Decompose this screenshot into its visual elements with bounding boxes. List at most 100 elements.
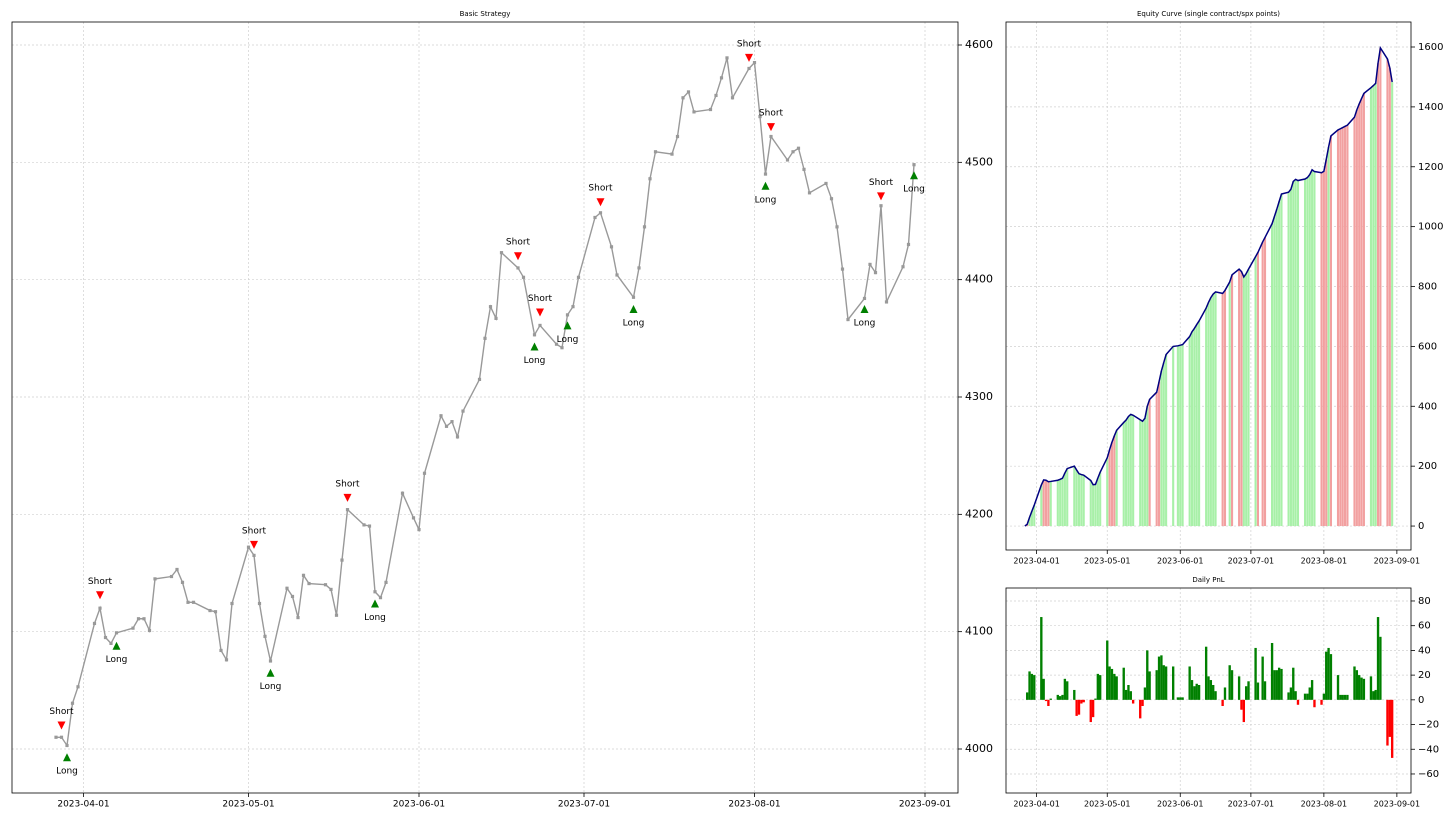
price-point [246, 545, 251, 549]
price-point [384, 580, 388, 584]
price-point [521, 275, 526, 279]
equity-bar [1308, 174, 1311, 527]
price-point [868, 262, 872, 267]
price-point [593, 215, 597, 220]
y-tick-label: 400 [1418, 401, 1437, 412]
price-point [252, 553, 256, 557]
equity-bar [1362, 93, 1365, 527]
equity-bar [1303, 179, 1307, 527]
price-point [807, 191, 812, 195]
y-tick-label: 4000 [965, 742, 993, 755]
equity-bar [1190, 331, 1194, 527]
pnl-bar [1376, 617, 1380, 700]
equity-bar [1311, 169, 1314, 527]
equity-bar [1254, 256, 1257, 527]
pnl-bar [1223, 687, 1227, 700]
equity-bar [1040, 485, 1043, 527]
price-point [488, 305, 493, 309]
price-point [802, 167, 806, 171]
pnl-bar [1374, 689, 1377, 700]
long-marker [371, 599, 379, 608]
pnl-bar [1131, 699, 1135, 704]
equity-bar [1188, 336, 1191, 527]
pnl-bar [1244, 686, 1248, 700]
equity-bar [1176, 345, 1179, 527]
price-point [598, 211, 603, 215]
price-point [136, 617, 141, 621]
equity-bar [1247, 269, 1250, 527]
y-tick-label: 1000 [1418, 222, 1443, 233]
long-marker [629, 304, 638, 313]
price-point [532, 333, 537, 337]
equity-bar [1296, 180, 1300, 527]
x-tick-label: 2023-07-01 [1228, 800, 1275, 809]
price-point [879, 204, 883, 208]
pnl-bar [1162, 665, 1165, 700]
price-point [884, 300, 889, 304]
x-tick-label: 2023-06-01 [1157, 557, 1204, 566]
price-point [686, 90, 691, 94]
equity-bar [1287, 192, 1290, 527]
y-tick-label: 1600 [1418, 42, 1443, 53]
price-point [92, 621, 97, 626]
equity-bar [1033, 505, 1036, 527]
price-point [708, 107, 713, 112]
x-tick-label: 2023-05-01 [1084, 800, 1131, 809]
equity-bar [1198, 320, 1201, 527]
pnl-bar [1221, 699, 1224, 707]
pnl-bar [1195, 683, 1198, 700]
long-marker [530, 342, 539, 351]
pnl-bar [1343, 694, 1347, 700]
pnl-bar [1214, 691, 1217, 700]
pnl-bar [1129, 691, 1132, 700]
price-point [191, 600, 196, 604]
pnl-bar [1073, 689, 1076, 700]
price-point [65, 743, 69, 748]
price-point [103, 635, 108, 640]
price-point [422, 471, 427, 475]
pnl-bar [1042, 678, 1045, 700]
equity-bar [1273, 216, 1276, 527]
pnl-bar [1179, 697, 1182, 700]
pnl-bar [1143, 687, 1147, 700]
signal-label: Long [524, 356, 546, 366]
price-point [142, 617, 146, 621]
pnl-bar [1341, 694, 1344, 700]
pnl-bar [1204, 646, 1208, 700]
x-tick-label: 2023-08-01 [1301, 800, 1348, 809]
pnl-bar [1207, 676, 1210, 700]
equity-bar [1336, 129, 1340, 527]
equity-bar [1172, 346, 1175, 527]
pnl-bar [1327, 647, 1330, 700]
price-point [131, 626, 135, 630]
equity-bar [1066, 468, 1069, 527]
pnl-bar [1148, 671, 1151, 700]
chart-title: Basic Strategy [460, 10, 511, 18]
equity-bar [1195, 324, 1198, 527]
equity-bar [1280, 194, 1283, 527]
pnl-bar [1061, 694, 1064, 700]
equity-bar [1240, 271, 1243, 527]
price-point [835, 225, 839, 229]
x-tick-label: 2023-07-01 [558, 800, 610, 810]
equity-bar [1063, 473, 1066, 527]
price-point [752, 60, 757, 65]
pnl-bar [1237, 676, 1241, 700]
pnl-bar [1372, 691, 1375, 700]
pnl-bar [1172, 666, 1175, 700]
price-point [499, 251, 504, 255]
pnl-bar [1346, 694, 1349, 700]
price-point [675, 134, 680, 139]
pnl-bar [1263, 681, 1267, 700]
y-tick-label: 800 [1418, 282, 1437, 293]
equity-bar [1094, 484, 1097, 527]
equity-bar [1205, 308, 1208, 527]
pnl-bar [1230, 670, 1234, 700]
price-point [213, 610, 218, 614]
pnl-bar [1313, 699, 1316, 708]
x-tick-label: 2023-05-01 [1084, 557, 1131, 566]
equity-bar [1049, 481, 1052, 527]
pnl-bar [1322, 693, 1326, 700]
equity-bar [1341, 127, 1344, 527]
x-tick-label: 2023-06-01 [393, 800, 445, 810]
